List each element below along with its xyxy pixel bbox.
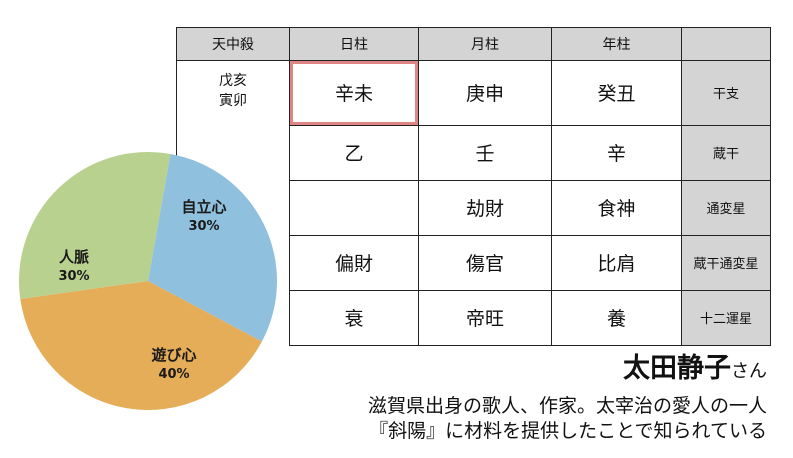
- day-juniunsei-cell: 衰: [289, 289, 419, 346]
- day-zokan-cell: 乙: [289, 124, 419, 181]
- pie-slice: [20, 281, 262, 410]
- pie-slice-value: 30%: [58, 269, 89, 284]
- month-tsuhensei-cell: 劫財: [418, 179, 552, 236]
- month-zokan-cell: 壬: [418, 124, 552, 181]
- description-line: 滋賀県出身の歌人、作家。太宰治の愛人の一人: [367, 395, 767, 417]
- table-row-zokan: 乙 壬 辛 蔵干: [176, 124, 771, 181]
- header-year-pillar: 年柱: [551, 27, 682, 61]
- person-name-text: 太田静子: [623, 353, 731, 384]
- pie-slice-label: 人脈: [59, 248, 89, 266]
- person-description: 滋賀県出身の歌人、作家。太宰治の愛人の一人 『斜陽』に材料を提供したことで知られ…: [368, 394, 767, 444]
- header-day-pillar: 日柱: [289, 27, 419, 61]
- header-row: 天中殺 日柱 月柱 年柱: [176, 27, 771, 61]
- header-month-pillar: 月柱: [418, 27, 552, 61]
- year-zokan-cell: 辛: [551, 124, 682, 181]
- personality-pie-chart: 自立心 30% 遊び心 40% 人脈 30%: [19, 152, 277, 410]
- pie-slice-label: 遊び心: [151, 346, 196, 364]
- pie-slice-value: 30%: [188, 219, 219, 234]
- year-tsuhensei-cell: 食神: [551, 179, 682, 236]
- year-kanshi-cell: 癸丑: [551, 60, 682, 126]
- pie-slice: [148, 153, 277, 342]
- row-label-kanshi: 干支: [681, 60, 771, 126]
- month-zokan-tsuhensei-cell: 傷官: [418, 234, 552, 291]
- year-juniunsei-cell: 養: [551, 289, 682, 346]
- row-label-zokan: 蔵干: [681, 124, 771, 181]
- table-row-kanshi: 戊亥 寅卯 辛未 庚申 癸丑 干支: [176, 60, 771, 126]
- tenchusatsu-cell: 戊亥 寅卯: [176, 60, 290, 125]
- year-zokan-tsuhensei-cell: 比肩: [551, 234, 682, 291]
- day-kanshi-cell: 辛未: [289, 60, 419, 126]
- person-name: 太田静子さん: [623, 346, 767, 385]
- day-tsuhensei-cell: [289, 179, 419, 236]
- header-label-column: [681, 27, 771, 61]
- tenchusatsu-value: 寅卯: [219, 93, 247, 109]
- month-juniunsei-cell: 帝旺: [418, 289, 552, 346]
- pie-slice-label: 自立心: [181, 198, 226, 216]
- day-zokan-tsuhensei-cell: 偏財: [289, 234, 419, 291]
- tenchusatsu-value: 戊亥: [219, 73, 247, 89]
- row-label-tsuhensei: 通変星: [681, 179, 771, 236]
- description-line: 『斜陽』に材料を提供したことで知られている: [369, 420, 767, 442]
- person-name-suffix: さん: [731, 361, 767, 382]
- pie-slice: [19, 152, 171, 299]
- pie-slice-value: 40%: [158, 367, 189, 382]
- row-label-juniunsei: 十二運星: [681, 289, 771, 346]
- header-tenchusatsu: 天中殺: [176, 27, 290, 61]
- month-kanshi-cell: 庚申: [418, 60, 552, 126]
- row-label-zokan-tsuhensei: 蔵干通変星: [681, 234, 771, 291]
